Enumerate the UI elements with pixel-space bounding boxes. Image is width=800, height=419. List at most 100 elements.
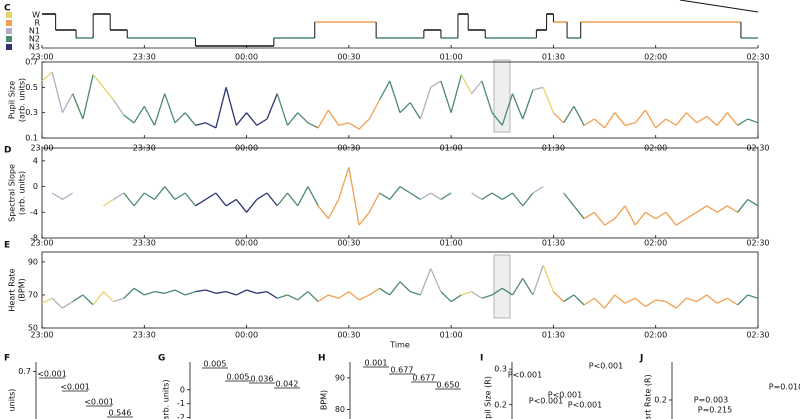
trace-segment bbox=[716, 205, 728, 213]
x-tick-label: 00:00 bbox=[235, 53, 258, 62]
x-tick-label: 23:00 bbox=[30, 53, 53, 62]
panel-label: E bbox=[4, 241, 10, 251]
trace-segment bbox=[471, 192, 483, 200]
x-tick-label: 00:00 bbox=[235, 331, 258, 340]
trace-segment bbox=[113, 99, 125, 116]
trace-segment bbox=[143, 192, 155, 200]
trace-segment bbox=[379, 287, 391, 296]
x-tick-label: 00:30 bbox=[337, 331, 360, 340]
trace-segment bbox=[195, 122, 206, 126]
p-value: P=0.010 bbox=[769, 383, 800, 392]
trace-segment bbox=[501, 192, 513, 200]
trace-segment bbox=[471, 80, 483, 95]
p-value: 0.677 bbox=[391, 366, 414, 375]
trace-segment bbox=[235, 112, 248, 126]
x-tick-label: 00:00 bbox=[235, 239, 258, 248]
trace-segment bbox=[389, 186, 401, 200]
trace-segment bbox=[563, 192, 575, 207]
trace-segment bbox=[154, 291, 165, 294]
trace-segment bbox=[246, 289, 257, 294]
trace-segment bbox=[726, 205, 738, 213]
trace-segment bbox=[277, 294, 288, 299]
x-tick-label: 01:00 bbox=[440, 331, 463, 340]
trace-segment bbox=[696, 115, 708, 124]
trace-segment bbox=[62, 301, 74, 309]
legend-swatch bbox=[6, 12, 12, 18]
trace-segment bbox=[215, 87, 227, 129]
trace-segment bbox=[747, 118, 759, 124]
trace-segment bbox=[604, 112, 616, 129]
trace-segment bbox=[256, 192, 268, 200]
legend-label: W bbox=[32, 11, 40, 20]
trace-segment bbox=[205, 192, 217, 200]
trace-segment bbox=[51, 71, 64, 113]
trace-segment bbox=[716, 297, 728, 304]
y-tick-label: 4 bbox=[33, 156, 38, 165]
legend-label: N1 bbox=[29, 27, 40, 36]
p-value: P<0.001 bbox=[508, 371, 542, 380]
trace-segment bbox=[522, 89, 534, 120]
plot-frame bbox=[41, 251, 759, 329]
trace-segment bbox=[634, 109, 646, 124]
trace-segment bbox=[634, 297, 646, 308]
trace-segment bbox=[348, 122, 360, 130]
trace-segment bbox=[368, 192, 381, 213]
trace-segment bbox=[389, 281, 401, 296]
trace-segment bbox=[532, 86, 544, 91]
y-tick-label: 80 bbox=[335, 405, 345, 414]
legend-label: N2 bbox=[29, 35, 40, 44]
trace-segment bbox=[726, 297, 738, 306]
trace-segment bbox=[491, 112, 503, 126]
trace-segment bbox=[185, 291, 196, 296]
trace-segment bbox=[144, 291, 155, 296]
trace-segment bbox=[593, 118, 605, 129]
y-tick-label: 90 bbox=[335, 373, 345, 382]
trace-segment bbox=[123, 287, 135, 299]
trace-segment bbox=[338, 122, 350, 126]
x-tick-label: 23:00 bbox=[30, 331, 53, 340]
trace-segment bbox=[491, 192, 503, 200]
trace-segment bbox=[410, 291, 421, 296]
p-value: P<0.001 bbox=[529, 397, 563, 406]
trace-segment bbox=[184, 192, 196, 207]
trace-segment bbox=[358, 294, 370, 301]
panel-label: C bbox=[4, 4, 11, 14]
trace-segment bbox=[583, 211, 595, 220]
trace-segment bbox=[747, 198, 759, 207]
trace-segment bbox=[307, 122, 319, 129]
trace-segment bbox=[184, 112, 196, 126]
p-value: <0.001 bbox=[37, 370, 67, 379]
trace-segment bbox=[286, 112, 299, 126]
trace-segment bbox=[686, 297, 697, 303]
y-tick-label: 0.3 bbox=[25, 108, 38, 117]
p-value: 0.677 bbox=[413, 374, 436, 383]
x-tick-label: 02:00 bbox=[644, 331, 667, 340]
trace-segment bbox=[532, 265, 544, 296]
trace-segment bbox=[634, 211, 646, 226]
trace-segment bbox=[481, 192, 493, 200]
trace-segment bbox=[51, 192, 63, 200]
trace-segment bbox=[61, 93, 74, 113]
p-value: P<0.001 bbox=[589, 362, 623, 371]
trace-segment bbox=[297, 186, 309, 207]
trace-segment bbox=[511, 278, 524, 296]
y-tick-label: 0.7 bbox=[25, 58, 38, 67]
trace-segment bbox=[573, 205, 585, 220]
trace-segment bbox=[645, 299, 657, 308]
trace-segment bbox=[419, 87, 432, 120]
x-tick-label: 02:30 bbox=[746, 53, 769, 62]
p-value: 0.546 bbox=[109, 409, 132, 418]
x-tick-label: 01:00 bbox=[440, 53, 463, 62]
x-tick-label: 02:00 bbox=[644, 53, 667, 62]
trace-segment bbox=[174, 289, 186, 296]
trace-segment bbox=[338, 291, 350, 299]
trace-segment bbox=[522, 192, 534, 207]
trace-segment bbox=[706, 115, 718, 126]
trace-segment bbox=[706, 294, 718, 304]
x-tick-label: 01:30 bbox=[542, 331, 565, 340]
trace-segment bbox=[440, 80, 452, 113]
y-axis-label: Spectral Slope bbox=[8, 164, 17, 222]
x-tick-label: 01:30 bbox=[542, 239, 565, 248]
decoration-line bbox=[679, 0, 759, 13]
